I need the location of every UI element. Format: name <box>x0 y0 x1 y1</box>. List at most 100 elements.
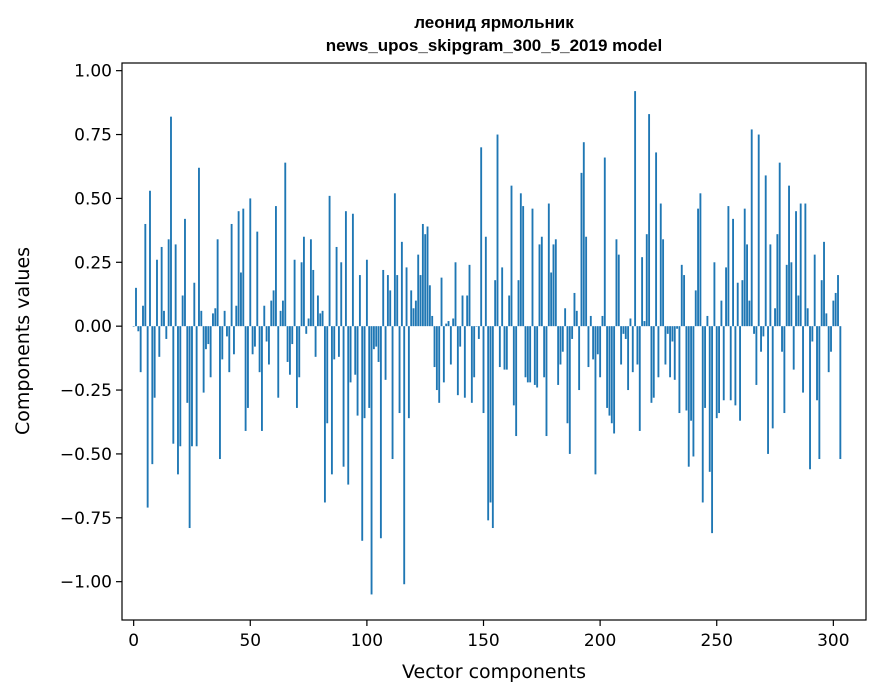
bar <box>132 326 135 327</box>
bar <box>272 290 275 327</box>
bar <box>163 310 165 327</box>
bar <box>356 326 359 416</box>
bar <box>293 259 296 327</box>
bar <box>137 326 140 332</box>
y-tick-label: 1.00 <box>74 62 112 82</box>
bar <box>757 134 760 327</box>
bar <box>839 326 842 460</box>
bar <box>512 326 515 406</box>
bar <box>414 300 417 327</box>
bar <box>447 321 450 327</box>
bar <box>142 305 144 327</box>
bar <box>811 326 814 342</box>
bar <box>470 326 473 403</box>
bar <box>704 326 707 408</box>
bar <box>452 318 455 327</box>
bar <box>156 259 158 327</box>
bar <box>678 326 681 414</box>
bar <box>435 326 438 391</box>
bar <box>680 264 683 327</box>
bar <box>459 326 462 347</box>
bar <box>508 295 511 327</box>
bar <box>179 326 182 447</box>
bar <box>732 218 734 327</box>
bar <box>694 290 697 327</box>
bar <box>410 290 413 327</box>
bar <box>582 142 585 327</box>
bar <box>417 254 420 327</box>
bar <box>585 236 588 327</box>
bar <box>230 223 233 327</box>
bar <box>186 326 189 403</box>
bar <box>498 326 501 368</box>
bar <box>177 326 179 475</box>
bar <box>263 305 266 327</box>
bar <box>792 326 795 370</box>
bar <box>174 244 177 327</box>
bar <box>692 326 695 457</box>
bar <box>286 326 289 362</box>
bar <box>207 326 210 345</box>
bar <box>720 300 723 327</box>
bar <box>321 310 324 327</box>
bar <box>727 206 730 327</box>
bar <box>370 326 373 595</box>
bar <box>193 282 196 327</box>
bar <box>473 326 476 378</box>
bar <box>699 193 702 327</box>
bar <box>335 246 338 327</box>
bar <box>781 326 783 352</box>
bar <box>729 326 732 401</box>
bar <box>205 326 207 350</box>
bar <box>158 326 161 357</box>
bar <box>650 326 653 403</box>
y-tick-label: −0.25 <box>60 381 112 401</box>
bar <box>571 326 574 339</box>
bar <box>550 272 553 327</box>
x-tick-label: 200 <box>584 631 616 651</box>
bar <box>799 203 802 327</box>
bar <box>834 292 837 327</box>
bar <box>610 326 613 424</box>
bar <box>711 326 714 534</box>
bar <box>769 244 772 327</box>
bar <box>739 326 741 421</box>
bar <box>468 264 471 327</box>
bar <box>279 310 282 327</box>
bar <box>144 223 147 327</box>
bar <box>725 267 727 327</box>
bar <box>788 185 790 327</box>
bar <box>233 326 235 355</box>
bar <box>552 244 555 327</box>
bar <box>634 91 637 327</box>
bar <box>790 262 793 327</box>
y-tick-label: 0.50 <box>74 189 112 209</box>
bar <box>328 195 331 327</box>
bar <box>636 326 639 365</box>
bar <box>489 326 492 503</box>
bar <box>214 308 217 327</box>
bar <box>538 244 541 327</box>
bar <box>419 275 422 327</box>
bar <box>184 218 186 327</box>
bar <box>330 326 333 475</box>
bar <box>827 326 830 373</box>
bar <box>226 326 228 337</box>
bar <box>783 326 786 414</box>
bar <box>578 326 581 391</box>
bar <box>596 326 599 355</box>
bar <box>384 326 387 380</box>
bar <box>340 262 343 327</box>
bar <box>795 211 797 327</box>
bar <box>219 326 221 460</box>
bar <box>491 326 494 529</box>
bar <box>151 326 154 465</box>
bar <box>638 326 641 431</box>
bar <box>657 326 660 378</box>
bar <box>832 300 835 327</box>
bar <box>277 326 280 398</box>
chart-title-line-2: news_upos_skipgram_300_5_2019 model <box>326 36 662 55</box>
bar <box>510 185 513 327</box>
bar <box>608 326 611 416</box>
plot-frame <box>121 62 867 621</box>
